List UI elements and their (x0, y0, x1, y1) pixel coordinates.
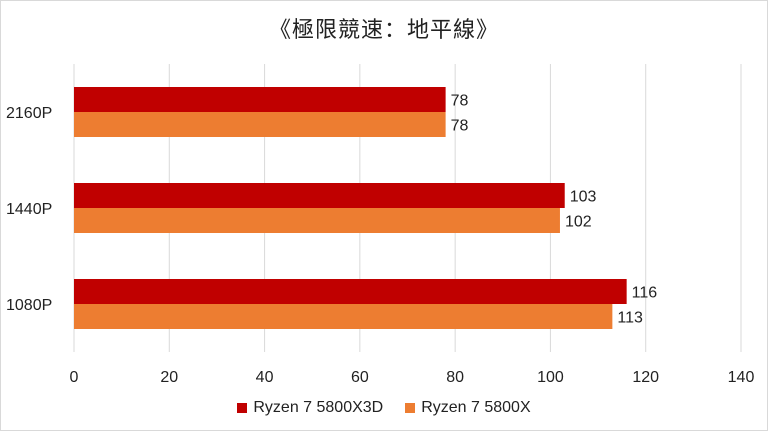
x-tick-label: 20 (160, 369, 178, 386)
category-label: 1440P (6, 201, 52, 218)
data-label: 103 (570, 189, 597, 206)
bar-1440P-series-2 (74, 208, 560, 233)
legend-item-series-2: Ryzen 7 5800X (405, 399, 531, 417)
bar-1080P-series-2 (74, 304, 613, 329)
x-tick-label: 40 (256, 369, 274, 386)
data-labels: 78 78 103 102 116 113 (451, 93, 658, 327)
bar-1440P-series-1 (74, 183, 565, 208)
legend-swatch-series-2 (405, 403, 416, 413)
chart-title: 《極限競速：地平線》 (268, 18, 499, 43)
x-tick-labels: 0 20 40 60 80 100 120 140 (70, 369, 755, 386)
category-labels: 2160P 1440P 1080P (6, 105, 52, 314)
legend-swatch-series-1 (237, 403, 248, 413)
x-tick-label: 120 (632, 369, 659, 386)
legend-label-series-1: Ryzen 7 5800X3D (253, 399, 384, 416)
data-label: 116 (632, 285, 658, 302)
legend-item-series-1: Ryzen 7 5800X3D (237, 399, 383, 417)
bars (74, 87, 627, 329)
category-label: 1080P (6, 297, 52, 314)
legend: Ryzen 7 5800X3D Ryzen 7 5800X (0, 399, 768, 417)
bar-2160P-series-1 (74, 87, 446, 112)
x-tick-label: 0 (70, 369, 79, 386)
data-label: 113 (617, 310, 643, 327)
bar-1080P-series-1 (74, 279, 627, 304)
data-label: 102 (565, 214, 592, 231)
category-label: 2160P (6, 105, 52, 122)
x-tick-label: 100 (537, 369, 564, 386)
x-tick-label: 60 (351, 369, 369, 386)
data-label: 78 (451, 93, 469, 110)
x-tick-label: 80 (446, 369, 464, 386)
x-tick-label: 140 (728, 369, 755, 386)
data-label: 78 (451, 118, 469, 135)
legend-label-series-2: Ryzen 7 5800X (421, 399, 531, 416)
bar-2160P-series-2 (74, 112, 446, 137)
